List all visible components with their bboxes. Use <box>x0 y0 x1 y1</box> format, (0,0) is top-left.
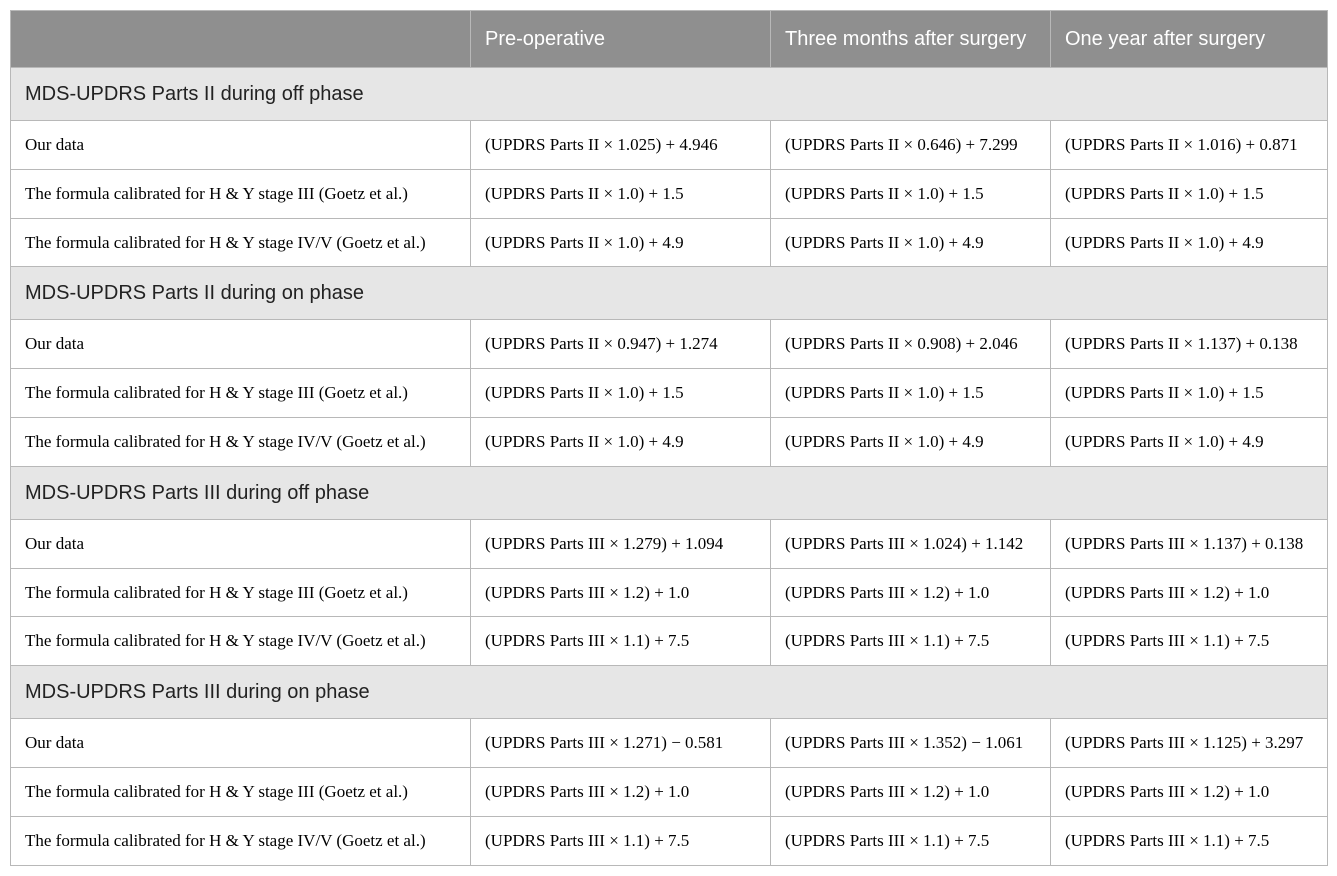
formula-cell: (UPDRS Parts III × 1.137) + 0.138 <box>1051 519 1328 568</box>
table-row: The formula calibrated for H & Y stage I… <box>11 617 1328 666</box>
formula-cell: (UPDRS Parts III × 1.1) + 7.5 <box>771 617 1051 666</box>
table-row: The formula calibrated for H & Y stage I… <box>11 369 1328 418</box>
table-row: The formula calibrated for H & Y stage I… <box>11 767 1328 816</box>
table-row: Our data(UPDRS Parts II × 0.947) + 1.274… <box>11 320 1328 369</box>
row-label: The formula calibrated for H & Y stage I… <box>11 617 471 666</box>
formula-cell: (UPDRS Parts II × 1.0) + 4.9 <box>471 218 771 267</box>
formula-cell: (UPDRS Parts II × 0.646) + 7.299 <box>771 121 1051 170</box>
formula-cell: (UPDRS Parts II × 1.0) + 1.5 <box>1051 169 1328 218</box>
formula-cell: (UPDRS Parts III × 1.2) + 1.0 <box>771 767 1051 816</box>
row-label: The formula calibrated for H & Y stage I… <box>11 169 471 218</box>
table-header-row: Pre-operative Three months after surgery… <box>11 11 1328 68</box>
formula-cell: (UPDRS Parts III × 1.2) + 1.0 <box>1051 767 1328 816</box>
formula-cell: (UPDRS Parts II × 1.0) + 1.5 <box>771 369 1051 418</box>
table-row: Our data(UPDRS Parts III × 1.279) + 1.09… <box>11 519 1328 568</box>
formula-cell: (UPDRS Parts III × 1.125) + 3.297 <box>1051 719 1328 768</box>
formula-cell: (UPDRS Parts II × 0.908) + 2.046 <box>771 320 1051 369</box>
formula-cell: (UPDRS Parts II × 1.0) + 4.9 <box>771 218 1051 267</box>
section-title: MDS-UPDRS Parts III during on phase <box>11 666 1328 719</box>
table-row: The formula calibrated for H & Y stage I… <box>11 417 1328 466</box>
row-label: Our data <box>11 519 471 568</box>
table-row: The formula calibrated for H & Y stage I… <box>11 218 1328 267</box>
formula-cell: (UPDRS Parts II × 1.025) + 4.946 <box>471 121 771 170</box>
formula-cell: (UPDRS Parts II × 1.016) + 0.871 <box>1051 121 1328 170</box>
col-header-preop: Pre-operative <box>471 11 771 68</box>
formula-cell: (UPDRS Parts III × 1.2) + 1.0 <box>1051 568 1328 617</box>
formula-cell: (UPDRS Parts II × 1.0) + 4.9 <box>1051 417 1328 466</box>
row-label: The formula calibrated for H & Y stage I… <box>11 568 471 617</box>
row-label: Our data <box>11 719 471 768</box>
formula-cell: (UPDRS Parts III × 1.1) + 7.5 <box>771 816 1051 865</box>
formula-cell: (UPDRS Parts III × 1.024) + 1.142 <box>771 519 1051 568</box>
row-label: Our data <box>11 320 471 369</box>
formula-cell: (UPDRS Parts II × 1.0) + 1.5 <box>771 169 1051 218</box>
section-header-row: MDS-UPDRS Parts II during off phase <box>11 68 1328 121</box>
section-title: MDS-UPDRS Parts II during off phase <box>11 68 1328 121</box>
section-header-row: MDS-UPDRS Parts III during on phase <box>11 666 1328 719</box>
row-label: Our data <box>11 121 471 170</box>
formula-cell: (UPDRS Parts II × 0.947) + 1.274 <box>471 320 771 369</box>
formula-cell: (UPDRS Parts III × 1.1) + 7.5 <box>1051 617 1328 666</box>
formula-cell: (UPDRS Parts III × 1.2) + 1.0 <box>471 568 771 617</box>
col-header-blank <box>11 11 471 68</box>
formula-cell: (UPDRS Parts III × 1.279) + 1.094 <box>471 519 771 568</box>
table-row: The formula calibrated for H & Y stage I… <box>11 169 1328 218</box>
formula-cell: (UPDRS Parts III × 1.352) − 1.061 <box>771 719 1051 768</box>
table-body: MDS-UPDRS Parts II during off phaseOur d… <box>11 68 1328 866</box>
formula-cell: (UPDRS Parts III × 1.1) + 7.5 <box>471 617 771 666</box>
row-label: The formula calibrated for H & Y stage I… <box>11 767 471 816</box>
section-header-row: MDS-UPDRS Parts II during on phase <box>11 267 1328 320</box>
section-title: MDS-UPDRS Parts II during on phase <box>11 267 1328 320</box>
formula-cell: (UPDRS Parts III × 1.1) + 7.5 <box>1051 816 1328 865</box>
col-header-1yr: One year after surgery <box>1051 11 1328 68</box>
formula-cell: (UPDRS Parts II × 1.0) + 1.5 <box>1051 369 1328 418</box>
updrs-formula-table: Pre-operative Three months after surgery… <box>10 10 1328 866</box>
table-row: The formula calibrated for H & Y stage I… <box>11 816 1328 865</box>
formula-cell: (UPDRS Parts III × 1.2) + 1.0 <box>771 568 1051 617</box>
formula-cell: (UPDRS Parts III × 1.271) − 0.581 <box>471 719 771 768</box>
row-label: The formula calibrated for H & Y stage I… <box>11 369 471 418</box>
table-row: Our data(UPDRS Parts III × 1.271) − 0.58… <box>11 719 1328 768</box>
formula-cell: (UPDRS Parts III × 1.2) + 1.0 <box>471 767 771 816</box>
row-label: The formula calibrated for H & Y stage I… <box>11 417 471 466</box>
section-header-row: MDS-UPDRS Parts III during off phase <box>11 466 1328 519</box>
col-header-3mo: Three months after surgery <box>771 11 1051 68</box>
row-label: The formula calibrated for H & Y stage I… <box>11 218 471 267</box>
table-row: Our data(UPDRS Parts II × 1.025) + 4.946… <box>11 121 1328 170</box>
formula-cell: (UPDRS Parts II × 1.0) + 4.9 <box>771 417 1051 466</box>
table-row: The formula calibrated for H & Y stage I… <box>11 568 1328 617</box>
formula-cell: (UPDRS Parts II × 1.0) + 4.9 <box>471 417 771 466</box>
formula-cell: (UPDRS Parts II × 1.0) + 1.5 <box>471 169 771 218</box>
section-title: MDS-UPDRS Parts III during off phase <box>11 466 1328 519</box>
formula-cell: (UPDRS Parts II × 1.137) + 0.138 <box>1051 320 1328 369</box>
formula-cell: (UPDRS Parts III × 1.1) + 7.5 <box>471 816 771 865</box>
formula-cell: (UPDRS Parts II × 1.0) + 4.9 <box>1051 218 1328 267</box>
row-label: The formula calibrated for H & Y stage I… <box>11 816 471 865</box>
formula-cell: (UPDRS Parts II × 1.0) + 1.5 <box>471 369 771 418</box>
